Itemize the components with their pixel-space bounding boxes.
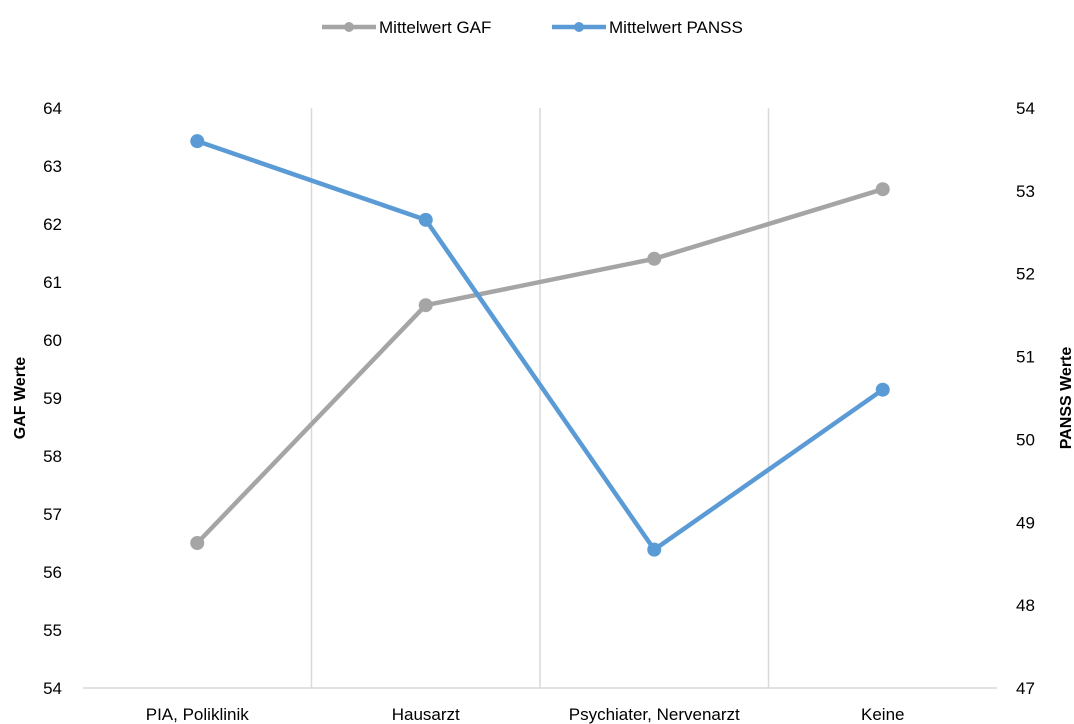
- left-tick-label: 56: [43, 563, 62, 582]
- series-panss: [190, 134, 890, 557]
- category-labels: PIA, Poliklinik Hausarzt Psychiater, Nerve…: [146, 705, 905, 724]
- data-point-gaf: [190, 536, 205, 550]
- left-tick-label: 59: [43, 389, 62, 408]
- left-axis-title: GAF Werte: [12, 357, 29, 439]
- series-line-panss: [195, 138, 885, 552]
- left-tick-label: 64: [43, 99, 62, 118]
- right-tick-label: 48: [1016, 596, 1035, 615]
- data-point-panss: [875, 382, 890, 397]
- left-tick-label: 62: [43, 215, 62, 234]
- data-point-gaf: [647, 251, 662, 266]
- category-label: PIA, Poliklinik: [146, 705, 249, 724]
- category-label: Psychiater, Nervenarzt: [569, 705, 740, 724]
- legend-item-panss: Mittelwert PANSS: [552, 18, 743, 37]
- right-tick-label: 51: [1016, 348, 1035, 367]
- left-axis-ticks: 54 55 56 57 58 59 60 61 62 63 64: [43, 99, 62, 698]
- right-tick-label: 49: [1016, 513, 1035, 532]
- category-label: Keine: [861, 705, 904, 724]
- left-tick-label: 61: [43, 273, 62, 292]
- legend: Mittelwert GAF Mittelwert PANSS: [322, 18, 743, 37]
- legend-swatch-marker: [574, 22, 584, 32]
- left-tick-label: 60: [43, 331, 62, 350]
- series-layer: [190, 134, 890, 557]
- right-tick-label: 50: [1016, 430, 1035, 449]
- data-point-panss: [647, 542, 662, 557]
- right-axis-ticks: 47 48 49 50 51 52 53 54: [1016, 99, 1035, 698]
- left-tick-label: 55: [43, 621, 62, 640]
- data-point-panss: [418, 212, 433, 227]
- series-line-gaf: [195, 186, 885, 546]
- category-label: Hausarzt: [392, 705, 460, 724]
- legend-swatch-marker: [344, 22, 354, 32]
- left-tick-label: 57: [43, 505, 62, 524]
- data-point-gaf: [418, 298, 433, 313]
- right-tick-label: 47: [1016, 679, 1035, 698]
- legend-item-gaf: Mittelwert GAF: [322, 18, 491, 37]
- left-tick-label: 54: [43, 679, 62, 698]
- left-tick-label: 63: [43, 157, 62, 176]
- right-axis-title: PANSS Werte: [1058, 347, 1074, 450]
- right-tick-label: 52: [1016, 265, 1035, 284]
- data-point-gaf: [875, 182, 890, 197]
- legend-label: Mittelwert PANSS: [609, 18, 743, 37]
- legend-label: Mittelwert GAF: [379, 18, 491, 37]
- data-point-panss: [190, 134, 205, 149]
- series-gaf: [190, 182, 890, 550]
- left-tick-label: 58: [43, 447, 62, 466]
- gridlines: [310, 108, 770, 688]
- right-tick-label: 53: [1016, 182, 1035, 201]
- right-tick-label: 54: [1016, 99, 1035, 118]
